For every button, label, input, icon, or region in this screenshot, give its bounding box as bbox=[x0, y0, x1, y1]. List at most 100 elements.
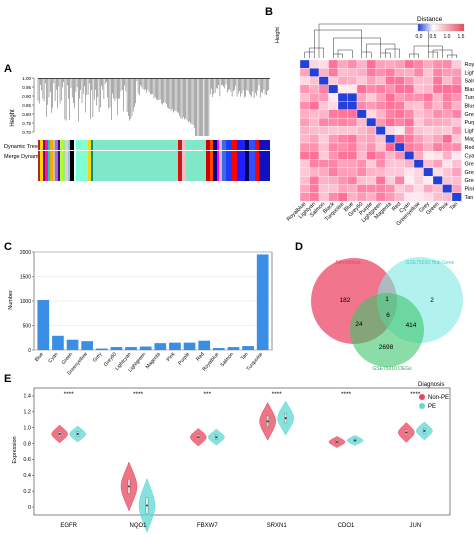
heatmap-cell bbox=[413, 142, 424, 152]
heatmap-cell bbox=[385, 176, 396, 185]
heatmap-cell bbox=[432, 176, 443, 185]
panel-a-ytick-label: 1.00 bbox=[22, 76, 31, 81]
panel-a-ylabel: Height bbox=[10, 109, 16, 127]
heatmap-cell bbox=[318, 101, 329, 110]
heatmap-row-label: Cyan bbox=[465, 153, 474, 159]
bar-category-label: Pink bbox=[166, 351, 177, 363]
panel-a-tree-cut-segment bbox=[91, 140, 93, 150]
heatmap-cell bbox=[337, 184, 348, 193]
panel-e-ytick-label: 1.0 bbox=[23, 425, 31, 431]
heatmap-cell bbox=[442, 142, 453, 152]
heatmap-cell bbox=[394, 93, 405, 102]
heatmap-cell bbox=[309, 68, 320, 77]
panel-a-ytick-label: 0.90 bbox=[22, 94, 31, 99]
heatmap-cell bbox=[337, 167, 348, 177]
panel-a-tree-cut-segment bbox=[70, 140, 74, 150]
heatmap-cell bbox=[337, 59, 348, 69]
heatmap-cell bbox=[413, 59, 424, 69]
heatmap-cell bbox=[309, 59, 320, 69]
panel-e-ytick-label: 1.4 bbox=[23, 394, 31, 400]
heatmap-cell bbox=[442, 68, 453, 77]
heatmap-cell bbox=[404, 184, 415, 193]
heatmap-cell bbox=[442, 159, 453, 169]
panel-label-c: C bbox=[4, 241, 12, 253]
panel-a-tree-cut-segment bbox=[219, 140, 222, 150]
panel-b-colorbar: 0.0 0.5 1.0 1.5 bbox=[416, 23, 465, 40]
heatmap-cell bbox=[366, 151, 377, 160]
panel-a-merge-segment bbox=[206, 151, 210, 181]
panel-a-tree-cut-segment bbox=[43, 140, 45, 150]
heatmap-cell bbox=[385, 84, 396, 94]
panel-a-ytick-label: 0.95 bbox=[22, 85, 31, 90]
heatmap-cell bbox=[394, 159, 405, 169]
panel-a-tree-cut-segment bbox=[68, 140, 70, 150]
violin-fbxw7-nonpe-median bbox=[197, 436, 200, 439]
colorbar-tick-label: 1.5 bbox=[458, 34, 465, 40]
panel-a-merge-segment bbox=[88, 151, 91, 181]
heatmap-cell bbox=[347, 126, 358, 135]
heatmap-cell bbox=[356, 109, 367, 119]
violin-srxn1-pe-median bbox=[284, 417, 287, 420]
panel-a-tree-cut-segment bbox=[65, 140, 68, 150]
violin-fbxw7-pe-median bbox=[215, 436, 218, 439]
panel-a-tree-cut-segment bbox=[74, 140, 76, 150]
heatmap-col-label: Pink bbox=[438, 201, 450, 213]
panel-a-merge-segment bbox=[68, 151, 70, 181]
gene-label-nqo1: NQO1 bbox=[129, 523, 147, 529]
panel-a-tree-cut-segment bbox=[186, 140, 206, 150]
heatmap-cell bbox=[337, 192, 348, 202]
gene-label-egfr: EGFR bbox=[60, 523, 77, 529]
panel-a-tree-cut-segment bbox=[210, 140, 213, 150]
heatmap-cell bbox=[318, 184, 329, 193]
significance-stars: **** bbox=[133, 391, 144, 398]
heatmap-cell bbox=[375, 101, 386, 110]
panel-b-ylabel: Height bbox=[275, 27, 281, 43]
panel-e-violins bbox=[51, 400, 433, 534]
heatmap-cell bbox=[347, 109, 358, 119]
venn-all-three: 6 bbox=[386, 312, 390, 319]
panel-a-merge-segment bbox=[53, 151, 55, 181]
panel-a-merge-segment bbox=[63, 151, 65, 181]
heatmap-cell bbox=[432, 184, 443, 193]
heatmap-cell bbox=[385, 93, 396, 102]
bar-blue bbox=[37, 300, 50, 350]
heatmap-cell bbox=[423, 126, 434, 135]
bar-purple bbox=[183, 342, 196, 350]
heatmap-row-label: Turquoise bbox=[465, 95, 474, 101]
heatmap-cell bbox=[375, 142, 386, 152]
heatmap-cell bbox=[442, 192, 453, 202]
heatmap-cell bbox=[432, 84, 443, 94]
heatmap-cell bbox=[375, 93, 386, 102]
heatmap-cell bbox=[413, 68, 424, 77]
panel-a-merge-segment bbox=[93, 151, 178, 181]
panel-c-ytick-label: 1000 bbox=[20, 299, 31, 305]
legend-label: PE bbox=[428, 404, 436, 410]
panel-label-e: E bbox=[4, 373, 11, 385]
heatmap-cell bbox=[385, 192, 396, 202]
heatmap-cell bbox=[366, 59, 377, 69]
heatmap-cell bbox=[375, 134, 386, 144]
gene-label-cdo1: CDO1 bbox=[338, 523, 355, 529]
panel-e-ytick-label: 0.6 bbox=[23, 457, 31, 463]
heatmap-cell bbox=[328, 176, 339, 185]
heatmap-cell bbox=[356, 159, 367, 169]
heatmap-cell bbox=[423, 159, 434, 169]
heatmap-cell bbox=[442, 101, 453, 110]
legend-swatch-1 bbox=[419, 403, 425, 409]
heatmap-cell bbox=[347, 142, 358, 152]
panel-a-module-colorbars bbox=[38, 140, 270, 181]
heatmap-cell bbox=[366, 134, 377, 144]
heatmap-cell bbox=[299, 184, 310, 193]
bar-pink bbox=[169, 342, 181, 350]
heatmap-cell bbox=[451, 176, 462, 185]
bar-greenyellow bbox=[81, 341, 94, 350]
heatmap-cell bbox=[309, 176, 320, 185]
panel-a-ytick-label: 0.75 bbox=[22, 121, 31, 126]
heatmap-cell bbox=[394, 109, 405, 119]
panel-label-b: B bbox=[265, 6, 273, 18]
heatmap-cell bbox=[337, 126, 348, 135]
heatmap-cell bbox=[394, 167, 405, 177]
heatmap-cell bbox=[318, 117, 329, 127]
heatmap-cell bbox=[385, 117, 396, 127]
heatmap-cell bbox=[413, 84, 424, 94]
